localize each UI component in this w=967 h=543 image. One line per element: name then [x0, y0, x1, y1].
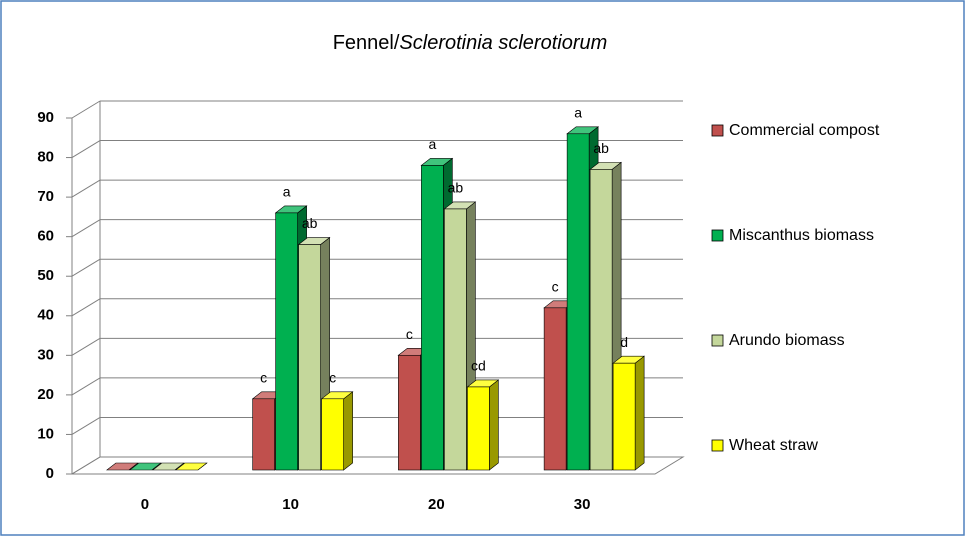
- bar: [129, 462, 162, 471]
- bar-front: [275, 212, 298, 471]
- bar-annotation: d: [620, 334, 628, 350]
- bar-annotation: a: [574, 104, 582, 120]
- bar-front: [321, 398, 344, 471]
- grid-line-side: [71, 100, 101, 119]
- bar-top: [152, 462, 185, 471]
- legend-label: Miscanthus biomass: [729, 227, 874, 244]
- y-tick-label: 50: [37, 267, 54, 284]
- grid-line-side: [71, 258, 101, 277]
- y-tick-label: 70: [37, 188, 54, 205]
- bar-annotation: ab: [448, 180, 464, 196]
- legend-label: Wheat straw: [729, 437, 818, 454]
- bar-side: [343, 391, 353, 471]
- grid-line-side: [71, 337, 101, 356]
- bar-side: [489, 379, 499, 471]
- grid-line-side: [71, 298, 101, 317]
- bar: [106, 462, 139, 471]
- y-tick-label: 20: [37, 386, 54, 403]
- y-tick-label: 40: [37, 307, 54, 324]
- legend-swatch: [711, 124, 724, 137]
- legend-label: Commercial compost: [729, 122, 880, 139]
- bar-front: [398, 354, 421, 471]
- bar-front: [589, 169, 613, 471]
- grid-line-side: [71, 179, 101, 198]
- y-tick-label: 90: [37, 109, 54, 126]
- bar-annotation: ab: [593, 140, 609, 156]
- x-tick-label: 30: [574, 496, 591, 513]
- x-tick-label: 0: [141, 496, 149, 513]
- x-tick-label: 10: [282, 496, 299, 513]
- bar-top: [129, 462, 162, 471]
- bar-top: [175, 462, 208, 471]
- bar-front: [444, 208, 467, 471]
- bar-front: [421, 165, 444, 471]
- bar-annotation: c: [552, 279, 559, 295]
- bar-annotation: c: [329, 370, 336, 386]
- grid-line-side: [71, 417, 101, 435]
- grid-line-side: [71, 456, 101, 475]
- y-tick-label: 10: [37, 425, 54, 442]
- y-tick-label: 30: [37, 346, 54, 363]
- bar-front: [467, 386, 490, 471]
- bar-front: [543, 307, 567, 471]
- bar: [175, 462, 208, 471]
- title-italic: Sclerotinia sclerotiorum: [399, 32, 607, 54]
- x-tick-label: 20: [428, 496, 445, 513]
- y-tick-label: 80: [37, 149, 54, 166]
- bar-annotation: a: [428, 136, 436, 152]
- chart-title: Fennel/Sclerotinia sclerotiorum: [333, 32, 608, 54]
- legend-swatch: [711, 439, 724, 452]
- legend-swatch: [711, 334, 724, 347]
- bar: [152, 462, 185, 471]
- bar-front: [298, 244, 321, 471]
- legend-swatch: [711, 229, 724, 242]
- y-tick-label: 0: [46, 465, 54, 482]
- bar-annotation: c: [260, 370, 267, 386]
- bar-annotation: c: [406, 326, 413, 342]
- grid-line-side: [71, 219, 101, 238]
- bar-top: [106, 462, 139, 471]
- bar-annotation: cd: [471, 358, 486, 374]
- bar-front: [252, 398, 275, 471]
- bar: [466, 379, 500, 471]
- bar-annotation: a: [283, 184, 291, 200]
- grid-line-side: [71, 377, 101, 396]
- y-tick-label: 60: [37, 228, 54, 245]
- title-plain: Fennel/: [333, 32, 400, 54]
- bar-annotation: ab: [302, 215, 318, 231]
- bar: [612, 355, 645, 471]
- bar-front: [612, 362, 636, 471]
- bar-front: [566, 133, 590, 471]
- bar-side: [634, 355, 645, 471]
- legend-label: Arundo biomass: [729, 332, 845, 349]
- grid-line-side: [71, 140, 101, 158]
- bar: [320, 391, 354, 471]
